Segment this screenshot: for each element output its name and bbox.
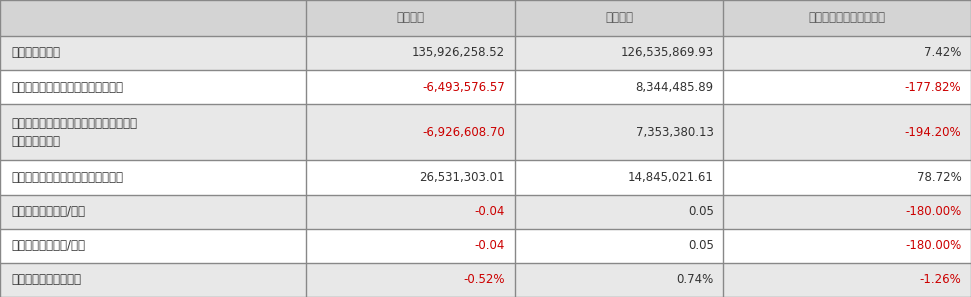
Bar <box>0 195 306 229</box>
Bar <box>723 0 971 36</box>
Bar <box>515 263 723 297</box>
Bar <box>306 0 515 36</box>
Text: -180.00%: -180.00% <box>905 205 961 218</box>
Bar <box>723 229 971 263</box>
Text: 归属于上市公司股东的净利润（元）: 归属于上市公司股东的净利润（元） <box>12 80 123 94</box>
Bar <box>306 70 515 104</box>
Text: -6,493,576.57: -6,493,576.57 <box>422 80 505 94</box>
Text: -6,926,608.70: -6,926,608.70 <box>422 126 505 139</box>
Text: -194.20%: -194.20% <box>905 126 961 139</box>
Bar <box>0 70 306 104</box>
Text: -0.04: -0.04 <box>475 239 505 252</box>
Text: 基本每股收益（元/股）: 基本每股收益（元/股） <box>12 205 85 218</box>
Text: 0.74%: 0.74% <box>677 274 714 286</box>
Text: 14,845,021.61: 14,845,021.61 <box>628 171 714 184</box>
Bar <box>306 229 515 263</box>
Bar <box>306 104 515 160</box>
Text: 归属于上市公司股东的扣除非经常性损益
的净利润（元）: 归属于上市公司股东的扣除非经常性损益 的净利润（元） <box>12 117 138 148</box>
Text: 本报告期: 本报告期 <box>396 11 424 24</box>
Text: 7,353,380.13: 7,353,380.13 <box>636 126 714 139</box>
Bar <box>723 160 971 195</box>
Text: -1.26%: -1.26% <box>920 274 961 286</box>
Text: 26,531,303.01: 26,531,303.01 <box>419 171 505 184</box>
Text: 0.05: 0.05 <box>687 205 714 218</box>
Bar <box>723 263 971 297</box>
Text: 78.72%: 78.72% <box>917 171 961 184</box>
Bar <box>515 36 723 70</box>
Bar <box>723 195 971 229</box>
Bar <box>723 36 971 70</box>
Bar <box>306 263 515 297</box>
Bar <box>723 70 971 104</box>
Bar <box>723 104 971 160</box>
Text: 0.05: 0.05 <box>687 239 714 252</box>
Bar <box>515 0 723 36</box>
Bar <box>0 0 306 36</box>
Text: 7.42%: 7.42% <box>924 46 961 59</box>
Bar <box>515 195 723 229</box>
Text: 稀释每股收益（元/股）: 稀释每股收益（元/股） <box>12 239 85 252</box>
Text: 8,344,485.89: 8,344,485.89 <box>636 80 714 94</box>
Bar <box>0 36 306 70</box>
Text: 经营活动产生的现金流量净额（元）: 经营活动产生的现金流量净额（元） <box>12 171 123 184</box>
Text: 135,926,258.52: 135,926,258.52 <box>412 46 505 59</box>
Text: 126,535,869.93: 126,535,869.93 <box>620 46 714 59</box>
Text: -0.04: -0.04 <box>475 205 505 218</box>
Bar <box>306 195 515 229</box>
Bar <box>0 263 306 297</box>
Text: -0.52%: -0.52% <box>463 274 505 286</box>
Text: -180.00%: -180.00% <box>905 239 961 252</box>
Bar <box>515 160 723 195</box>
Bar <box>306 160 515 195</box>
Text: 加权平均净资产收益率: 加权平均净资产收益率 <box>12 274 82 286</box>
Bar <box>515 229 723 263</box>
Bar <box>0 229 306 263</box>
Bar <box>515 70 723 104</box>
Text: 本报告期比上年同期增减: 本报告期比上年同期增减 <box>809 11 886 24</box>
Bar <box>0 104 306 160</box>
Bar <box>515 104 723 160</box>
Text: 上年同期: 上年同期 <box>605 11 633 24</box>
Bar <box>0 160 306 195</box>
Bar <box>306 36 515 70</box>
Text: -177.82%: -177.82% <box>905 80 961 94</box>
Text: 营业收入（元）: 营业收入（元） <box>12 46 60 59</box>
